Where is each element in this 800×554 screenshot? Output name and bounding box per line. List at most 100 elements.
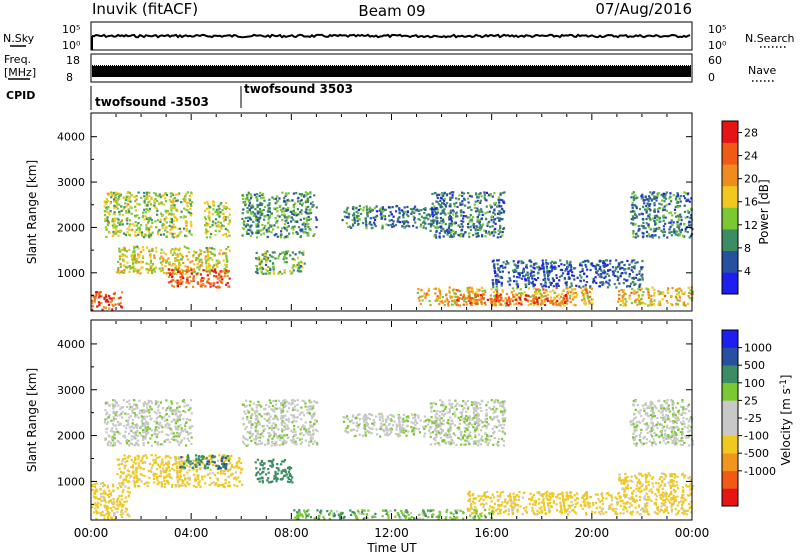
data-cell (178, 227, 182, 230)
data-cell (272, 400, 275, 403)
data-cell (477, 200, 480, 203)
data-cell (284, 227, 287, 230)
data-cell (494, 275, 497, 278)
data-cell (631, 287, 634, 290)
data-cell (477, 196, 480, 199)
data-cell (676, 299, 679, 302)
data-cell (228, 207, 231, 211)
data-cell (303, 428, 306, 431)
data-cell (126, 480, 129, 483)
data-cell (543, 303, 547, 307)
data-cell (204, 224, 207, 227)
data-cell (640, 266, 643, 269)
data-cell (469, 297, 472, 300)
data-cell (520, 300, 523, 304)
data-cell (126, 490, 129, 493)
data-cell (654, 234, 657, 237)
data-cell (583, 299, 587, 302)
data-cell (184, 272, 187, 275)
data-cell (295, 231, 298, 234)
data-cell (492, 283, 495, 286)
data-cell (205, 232, 208, 235)
data-cell (258, 203, 261, 206)
data-cell (262, 196, 265, 199)
data-cell (184, 424, 187, 427)
data-cell (470, 218, 473, 221)
data-cell (152, 459, 155, 462)
data-cell (283, 271, 286, 274)
data-cell (647, 226, 651, 229)
data-cell (648, 216, 651, 219)
data-cell (567, 270, 570, 273)
data-cell (153, 192, 156, 195)
data-cell (135, 405, 138, 408)
data-cell (204, 231, 207, 234)
data-cell (133, 412, 136, 415)
data-cell (527, 279, 530, 282)
data-cell (478, 193, 481, 196)
data-cell (201, 276, 204, 280)
data-cell (282, 399, 285, 402)
data-cell (150, 466, 153, 469)
data-cell (242, 201, 245, 204)
data-cell (214, 271, 218, 274)
data-cell (524, 283, 527, 286)
data-cell (540, 303, 543, 306)
data-cell (116, 221, 120, 224)
data-cell (254, 270, 258, 274)
data-cell (204, 257, 207, 260)
data-cell (189, 220, 193, 223)
data-cell (307, 218, 310, 221)
data-cell (193, 269, 196, 272)
data-cell (115, 228, 118, 231)
data-cell (206, 203, 209, 206)
data-cell (174, 459, 177, 462)
data-cell (103, 210, 106, 213)
data-cell (579, 280, 582, 283)
data-cell (122, 271, 125, 274)
data-cell (154, 192, 158, 195)
data-cell (228, 249, 231, 252)
data-cell (123, 268, 126, 272)
data-cell (468, 216, 471, 219)
data-cell (653, 214, 656, 218)
data-cell (178, 443, 181, 446)
data-cell (454, 232, 457, 235)
data-cell (147, 401, 150, 404)
data-cell (118, 495, 121, 498)
data-cell (502, 201, 505, 204)
data-cell (189, 463, 192, 466)
data-cell (686, 215, 689, 219)
data-cell (159, 212, 163, 215)
data-cell (120, 470, 123, 473)
data-cell (131, 223, 134, 226)
data-cell (375, 205, 378, 208)
data-cell (569, 300, 572, 304)
data-cell (285, 261, 288, 264)
noise-left-tick-top: 10⁵ (62, 23, 80, 36)
data-cell (117, 234, 120, 237)
data-cell (304, 405, 307, 408)
data-cell (559, 259, 562, 262)
data-cell (148, 427, 152, 430)
data-cell (105, 422, 109, 425)
data-cell (677, 194, 680, 198)
data-cell (142, 468, 145, 471)
data-cell (227, 459, 231, 462)
data-cell (217, 259, 220, 262)
data-cell (550, 269, 553, 272)
data-cell (122, 399, 125, 402)
data-cell (171, 253, 174, 257)
data-cell (137, 457, 140, 460)
data-cell (228, 234, 231, 237)
data-cell (624, 303, 627, 306)
data-cell (170, 432, 173, 435)
data-cell (282, 256, 286, 259)
data-cell (190, 223, 193, 226)
data-cell (628, 297, 631, 300)
data-cell (427, 293, 430, 296)
data-cell (166, 407, 169, 410)
data-cell (254, 426, 257, 429)
data-cell (300, 194, 303, 197)
